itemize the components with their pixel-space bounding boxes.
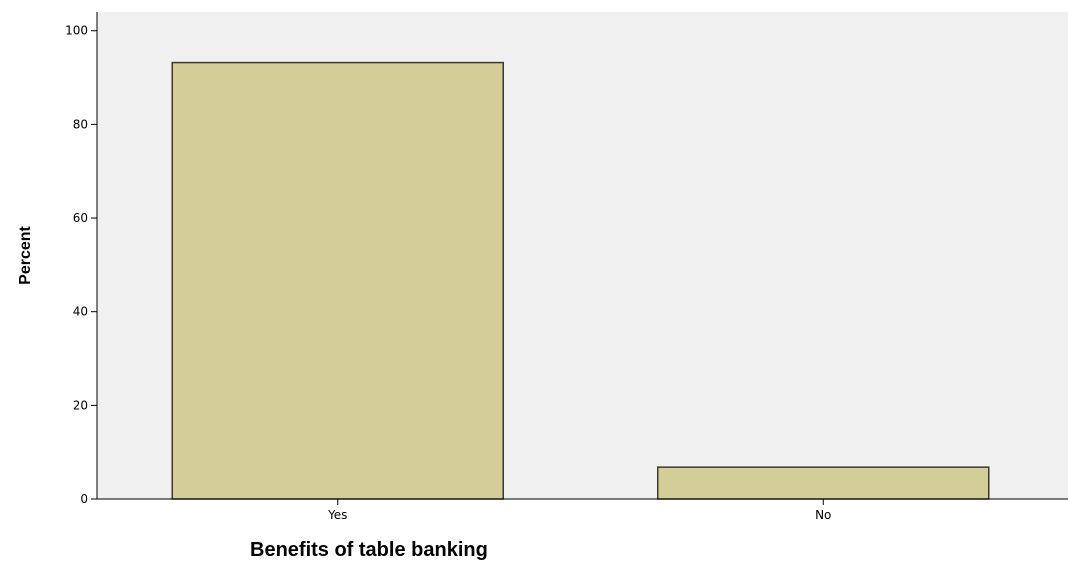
y-tick-label: 0 (80, 492, 88, 506)
y-tick-label: 100 (65, 24, 88, 38)
y-tick-label: 80 (73, 117, 88, 131)
y-tick-label: 60 (73, 211, 88, 225)
y-tick-label: 40 (73, 305, 88, 319)
x-axis-title: Benefits of table banking (250, 539, 488, 561)
bar-no (657, 466, 990, 500)
y-ticks-group: 0 20 40 60 80 100 (65, 24, 97, 506)
x-tick-label-no: No (815, 508, 831, 522)
x-ticks-group: Yes No (327, 499, 831, 522)
y-axis-title: Percent (17, 225, 34, 284)
y-tick-label: 20 (73, 398, 88, 412)
bars-group (171, 61, 990, 500)
bar-yes (171, 61, 504, 500)
x-tick-label-yes: Yes (327, 508, 347, 522)
